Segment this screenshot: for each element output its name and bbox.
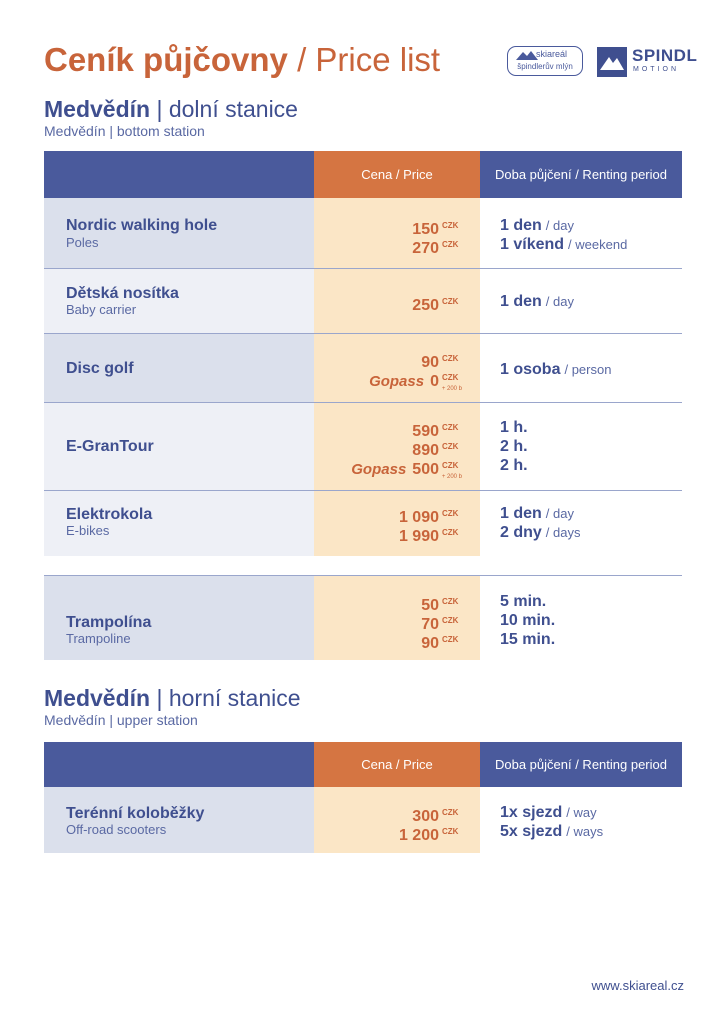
section2-subtitle: Medvědín | upper station bbox=[44, 712, 198, 728]
spindl-mountain-icon bbox=[597, 47, 627, 77]
item-name: Trampolína bbox=[66, 614, 152, 631]
row-divider bbox=[44, 333, 682, 334]
item-name: Dětská nosítka bbox=[66, 285, 179, 302]
logo-spindl: SPINDL bbox=[632, 46, 698, 65]
period: 2 dny / days bbox=[500, 524, 581, 541]
row-bg bbox=[44, 198, 314, 268]
table2-header-price: Cena / Price bbox=[314, 742, 480, 787]
logo-skiareal-top: skiareál bbox=[536, 49, 568, 59]
row-price-bg bbox=[314, 403, 480, 490]
page-title: Ceník půjčovny / Price list bbox=[44, 40, 440, 80]
item-name: Terénní koloběžky bbox=[66, 805, 205, 822]
period: 2 h. bbox=[500, 457, 528, 474]
gopass-logo: Gopass bbox=[369, 373, 425, 390]
footer-url-link[interactable]: www.skiareal.cz bbox=[591, 978, 684, 993]
price-gopass: Gopass 500 CZK + 200 b bbox=[351, 461, 462, 480]
item-subname: Trampoline bbox=[66, 631, 131, 646]
period: 1 osoba / person bbox=[500, 361, 612, 378]
logo-spindl-sub: MOTION bbox=[633, 66, 679, 73]
item-name: Disc golf bbox=[66, 360, 134, 377]
price: 150 CZK bbox=[412, 221, 459, 238]
row-divider bbox=[44, 268, 682, 269]
price: 90 CZK bbox=[421, 635, 459, 652]
logo-skiareal-bottom: špindlerův mlýn bbox=[517, 62, 573, 71]
period: 15 min. bbox=[500, 631, 556, 648]
price: 1 090 CZK bbox=[398, 509, 459, 526]
period: 5 min. bbox=[500, 593, 547, 610]
price: 90 CZK bbox=[421, 354, 459, 371]
row-price-bg bbox=[314, 198, 480, 268]
period: 1 den / day bbox=[500, 217, 574, 234]
price-gopass: Gopass 0 CZK + 200 b bbox=[369, 373, 462, 392]
section1-title-bold: Medvědín bbox=[44, 96, 151, 122]
section2-title-bold: Medvědín bbox=[44, 685, 151, 711]
item-subname: Poles bbox=[66, 235, 99, 250]
price: 270 CZK bbox=[412, 240, 459, 257]
section1-subtitle: Medvědín | bottom station bbox=[44, 123, 205, 139]
section1-title-rest: | dolní stanice bbox=[150, 96, 298, 122]
table2-header-blank bbox=[44, 742, 314, 787]
item-subname: Off-road scooters bbox=[66, 822, 167, 837]
mountain-icon bbox=[516, 51, 538, 60]
title-en: / Price list bbox=[297, 41, 441, 78]
row-bg bbox=[44, 787, 314, 853]
table1-header-period: Doba půjčení / Renting period bbox=[480, 151, 682, 198]
period: 5x sjezd / ways bbox=[500, 823, 604, 840]
price: 590 CZK bbox=[412, 423, 459, 440]
price: 250 CZK bbox=[412, 297, 459, 314]
price: 1 990 CZK bbox=[398, 528, 459, 545]
row-bg bbox=[44, 576, 314, 660]
section2-title-rest: | horní stanice bbox=[150, 685, 301, 711]
price: 50 CZK bbox=[421, 597, 459, 614]
item-name: E-GranTour bbox=[66, 438, 154, 455]
table2-header-period: Doba půjčení / Renting period bbox=[480, 742, 682, 787]
title-cz: Ceník půjčovny bbox=[44, 41, 288, 78]
row-bg bbox=[44, 269, 314, 333]
period: 1 h. bbox=[500, 419, 528, 436]
row-divider bbox=[44, 490, 682, 491]
price: 1 200 CZK bbox=[398, 827, 459, 844]
row-price-bg bbox=[314, 269, 480, 333]
price: 300 CZK bbox=[412, 808, 459, 825]
table1-header-price: Cena / Price bbox=[314, 151, 480, 198]
row-bg bbox=[44, 334, 314, 402]
item-subname: E-bikes bbox=[66, 523, 110, 538]
row-price-bg bbox=[314, 491, 480, 556]
period: 1 den / day bbox=[500, 293, 574, 310]
period: 1 den / day bbox=[500, 505, 574, 522]
item-subname: Baby carrier bbox=[66, 302, 137, 317]
row-divider bbox=[44, 402, 682, 403]
price: 70 CZK bbox=[421, 616, 459, 633]
table1-header-blank bbox=[44, 151, 314, 198]
period: 2 h. bbox=[500, 438, 528, 455]
gopass-logo: Gopass bbox=[351, 461, 407, 478]
row-divider bbox=[44, 575, 682, 576]
section2-title: Medvědín | horní stanice bbox=[44, 684, 301, 712]
row-price-bg bbox=[314, 334, 480, 402]
period: 1x sjezd / way bbox=[500, 804, 597, 821]
item-name: Nordic walking hole bbox=[66, 217, 218, 234]
section1-title: Medvědín | dolní stanice bbox=[44, 95, 298, 123]
period: 1 víkend / weekend bbox=[500, 236, 628, 253]
price: 890 CZK bbox=[412, 442, 459, 459]
skiareal-logo: skiareál špindlerův mlýn bbox=[507, 46, 583, 76]
row-bg bbox=[44, 491, 314, 556]
row-bg bbox=[44, 403, 314, 490]
row-price-bg bbox=[314, 787, 480, 853]
item-name: Elektrokola bbox=[66, 506, 153, 523]
period: 10 min. bbox=[500, 612, 556, 629]
row-price-bg bbox=[314, 576, 480, 660]
